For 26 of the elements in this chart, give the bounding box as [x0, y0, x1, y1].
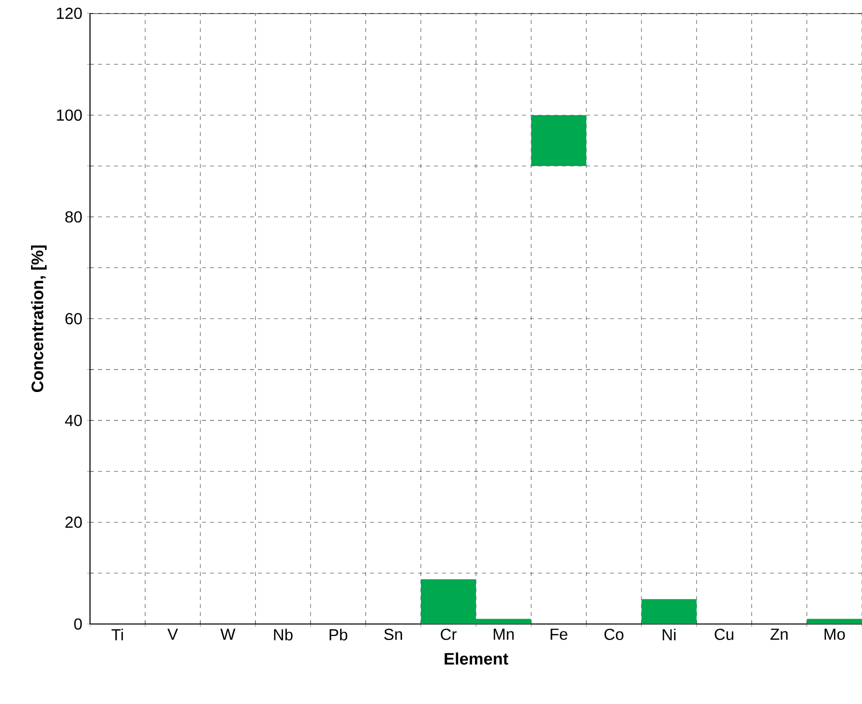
y-axis-title: Concentration, [%] — [31, 246, 47, 392]
y-tick-label: 120 — [56, 8, 82, 19]
y-tick-label: 80 — [65, 211, 82, 223]
x-tick-label: Sn — [384, 628, 402, 640]
bar — [806, 618, 862, 624]
x-tick-label: V — [167, 628, 178, 640]
bar — [531, 115, 586, 166]
x-tick-label: Co — [604, 628, 624, 640]
y-tick-label: 60 — [65, 313, 82, 324]
y-tick-label: 20 — [65, 516, 82, 528]
x-tick-label: Cu — [714, 628, 734, 640]
x-tick-label: Ni — [662, 628, 676, 640]
x-tick-label: Ti — [112, 628, 123, 640]
x-tick-label: Cr — [440, 628, 457, 640]
bar — [641, 599, 697, 624]
x-tick-label: Nb — [274, 628, 293, 640]
x-tick-label: Zn — [770, 628, 788, 640]
x-tick-label: W — [220, 628, 236, 640]
y-tick-label: 100 — [56, 109, 82, 121]
x-tick-label: Mn — [494, 628, 514, 640]
x-tick-label: Pb — [330, 628, 348, 640]
x-tick-label: Fe — [550, 628, 568, 640]
y-tick-label: 0 — [74, 618, 82, 630]
x-axis-title: Element — [444, 652, 508, 665]
y-tick-label: 40 — [65, 414, 82, 426]
x-tick-label: Mo — [824, 628, 845, 640]
